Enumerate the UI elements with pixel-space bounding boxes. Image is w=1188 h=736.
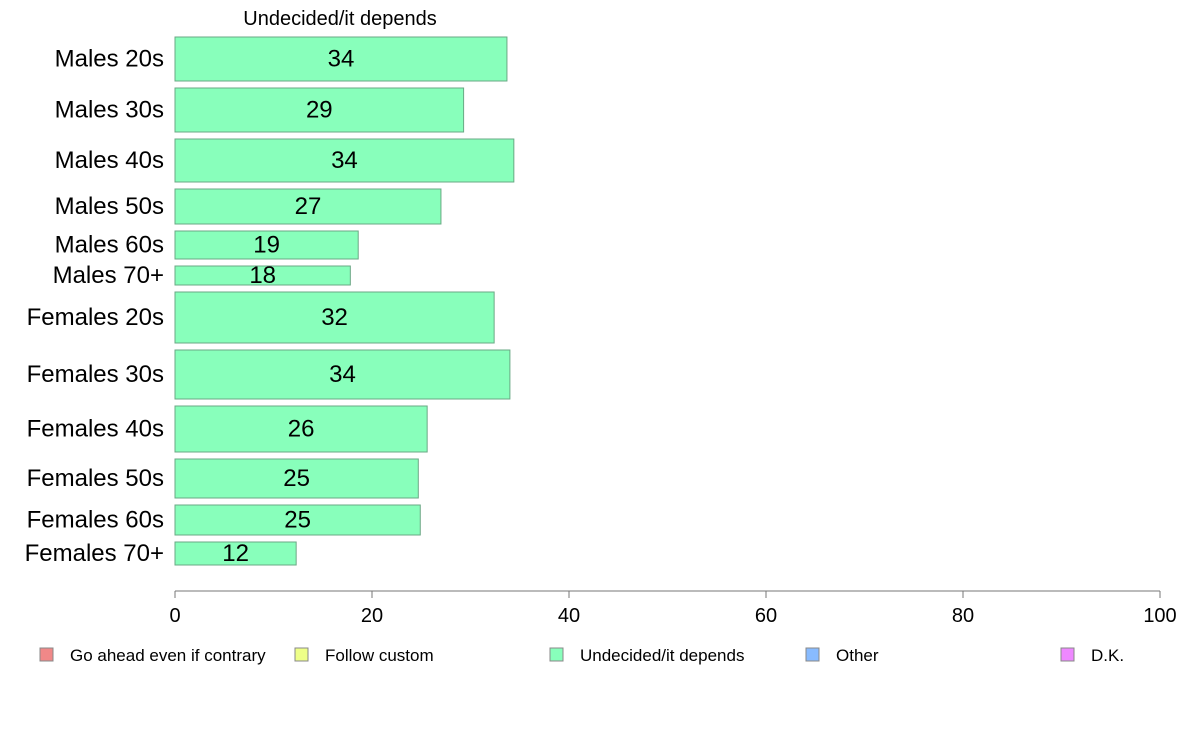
x-tick-label: 100 (1143, 605, 1176, 627)
bar-11 (174, 541, 297, 566)
bar-3 (174, 188, 442, 225)
legend-label: Undecided/it depends (580, 646, 744, 665)
x-tick-label: 80 (952, 605, 974, 627)
x-tick-label: 60 (755, 605, 777, 627)
bar-2 (174, 138, 515, 183)
data-label: 34 (331, 147, 358, 174)
data-label: 25 (283, 465, 310, 492)
legend-swatch (39, 647, 54, 662)
chart-title: Undecided/it depends (243, 8, 436, 30)
category-label: Males 50s (55, 193, 164, 220)
category-label: Females 30s (27, 361, 164, 388)
data-label: 34 (328, 46, 355, 73)
category-label: Males 20s (55, 46, 164, 73)
data-label: 18 (249, 262, 276, 289)
data-label: 32 (321, 304, 348, 331)
category-label: Females 70+ (25, 540, 164, 567)
x-axis: 0 20 40 60 80 100 (169, 590, 1177, 627)
legend-swatch (805, 647, 820, 662)
bar-5 (174, 265, 351, 286)
category-label: Females 40s (27, 416, 164, 443)
bar-1 (174, 87, 465, 133)
bar-4 (174, 230, 359, 260)
bar-7 (174, 349, 511, 400)
bar-10 (174, 504, 421, 536)
bar-9 (174, 458, 419, 499)
category-label: Females 60s (27, 507, 164, 534)
category-label: Males 70+ (53, 262, 164, 289)
category-label: Males 60s (55, 232, 164, 259)
data-label: 29 (306, 97, 333, 124)
legend-swatch (549, 647, 564, 662)
data-label: 25 (284, 507, 311, 534)
x-tick-label: 0 (169, 605, 180, 627)
category-label: Males 30s (55, 97, 164, 124)
data-label: 19 (253, 232, 280, 259)
legend-label: D.K. (1091, 646, 1124, 665)
data-label: 27 (295, 193, 322, 220)
category-label: Females 50s (27, 465, 164, 492)
legend-label: Other (836, 646, 879, 665)
legend-label: Follow custom (325, 646, 434, 665)
legend: Go ahead even if contrary Follow custom Un… (39, 646, 1124, 665)
data-label: 34 (329, 361, 356, 388)
legend-swatch (1060, 647, 1075, 662)
x-tick-label: 40 (558, 605, 580, 627)
legend-label: Go ahead even if contrary (70, 646, 266, 665)
category-label: Females 20s (27, 304, 164, 331)
data-label: 26 (288, 416, 315, 443)
bar-6 (174, 291, 495, 344)
bar-8 (174, 405, 428, 453)
bars-group: Males 20s 34 Males 30s 29 Males 40s 34 Males 5… (25, 36, 515, 567)
data-label: 12 (222, 540, 249, 567)
bar-0 (174, 36, 508, 82)
legend-swatch (294, 647, 309, 662)
x-tick-label: 20 (361, 605, 383, 627)
category-label: Males 40s (55, 147, 164, 174)
